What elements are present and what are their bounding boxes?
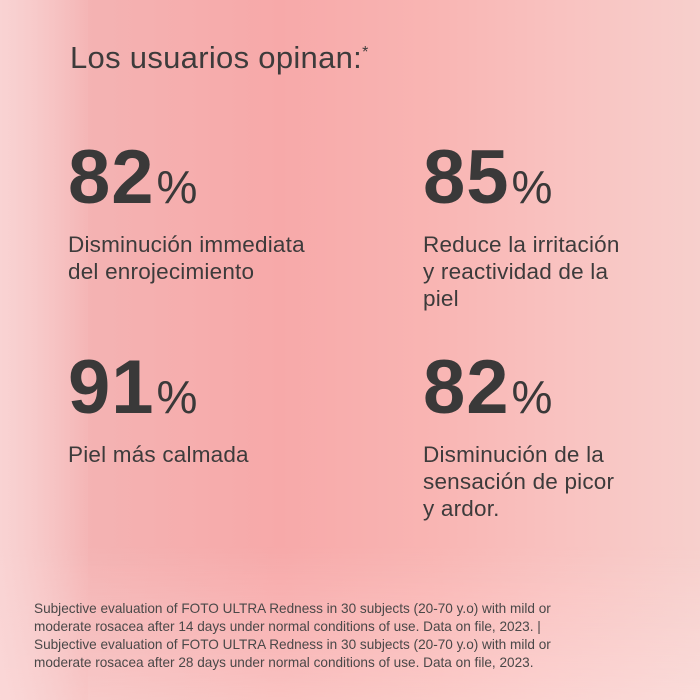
page-title: Los usuarios opinan:*: [70, 40, 369, 76]
stat-block-1: 82% Disminución immediata del enrojecimi…: [68, 138, 358, 285]
title-text: Los usuarios opinan:: [70, 40, 363, 75]
stat-value: 82%: [68, 135, 199, 220]
footnote: Subjective evaluation of FOTO ULTRA Redn…: [34, 600, 674, 672]
footnote-line: Subjective evaluation of FOTO ULTRA Redn…: [34, 601, 551, 616]
stat-block-2: 85% Reduce la irritación y reactividad d…: [423, 138, 700, 312]
title-asterisk: *: [362, 44, 369, 61]
stat-description-line: sensación de picor: [423, 469, 615, 494]
stat-value: 82%: [423, 345, 554, 430]
percent-sign: %: [156, 161, 199, 213]
stat-description: Piel más calmada: [68, 441, 358, 468]
stat-description-line: Disminución de la: [423, 442, 604, 467]
stat-description-line: y ardor.: [423, 496, 500, 521]
stat-description-line: piel: [423, 286, 459, 311]
stat-description-line: y reactividad de la: [423, 259, 609, 284]
background-band: [0, 0, 88, 700]
stat-value: 85%: [423, 135, 554, 220]
footnote-line: moderate rosacea after 14 days under nor…: [34, 619, 541, 634]
stat-description-line: Piel más calmada: [68, 442, 249, 467]
stat-description-line: Disminución immediata: [68, 232, 305, 257]
stat-value: 91%: [68, 345, 199, 430]
percent-sign: %: [156, 371, 199, 423]
percent-sign: %: [511, 161, 554, 213]
stat-description: Disminución immediata del enrojecimiento: [68, 231, 358, 285]
stat-description-line: Reduce la irritación: [423, 232, 620, 257]
stat-block-4: 82% Disminución de la sensación de picor…: [423, 348, 700, 522]
footnote-line: moderate rosacea after 28 days under nor…: [34, 655, 534, 670]
stat-description: Disminución de la sensación de picor y a…: [423, 441, 700, 522]
stat-block-3: 91% Piel más calmada: [68, 348, 358, 468]
stat-description: Reduce la irritación y reactividad de la…: [423, 231, 700, 312]
stat-description-line: del enrojecimiento: [68, 259, 255, 284]
percent-sign: %: [511, 371, 554, 423]
footnote-line: Subjective evaluation of FOTO ULTRA Redn…: [34, 637, 551, 652]
